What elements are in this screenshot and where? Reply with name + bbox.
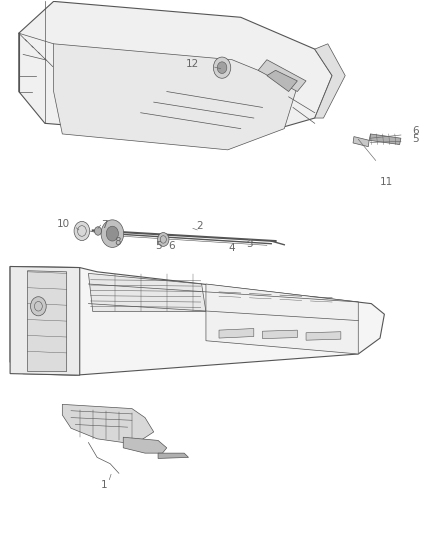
Polygon shape bbox=[88, 273, 206, 312]
Polygon shape bbox=[62, 405, 154, 442]
Circle shape bbox=[213, 57, 231, 78]
Text: 6: 6 bbox=[413, 126, 419, 136]
Polygon shape bbox=[28, 271, 67, 372]
Polygon shape bbox=[158, 453, 188, 458]
Polygon shape bbox=[219, 328, 254, 338]
Circle shape bbox=[106, 226, 118, 241]
Circle shape bbox=[31, 297, 46, 316]
Text: 4: 4 bbox=[229, 243, 235, 253]
Circle shape bbox=[95, 227, 102, 235]
Text: 5: 5 bbox=[413, 134, 419, 144]
Text: 6: 6 bbox=[168, 241, 174, 252]
Circle shape bbox=[101, 220, 124, 247]
Polygon shape bbox=[206, 284, 358, 354]
Text: 11: 11 bbox=[380, 176, 393, 187]
Polygon shape bbox=[10, 266, 385, 375]
Polygon shape bbox=[315, 44, 345, 118]
Text: 12: 12 bbox=[186, 59, 199, 69]
Polygon shape bbox=[53, 44, 297, 150]
Polygon shape bbox=[19, 2, 332, 139]
Text: 5: 5 bbox=[155, 241, 161, 252]
Polygon shape bbox=[10, 266, 80, 375]
Circle shape bbox=[217, 62, 227, 74]
Text: 8: 8 bbox=[115, 237, 121, 247]
Polygon shape bbox=[267, 70, 297, 92]
Polygon shape bbox=[353, 136, 369, 147]
Text: 2: 2 bbox=[196, 221, 203, 231]
Text: 7: 7 bbox=[101, 220, 107, 230]
Polygon shape bbox=[123, 437, 167, 453]
Polygon shape bbox=[369, 134, 401, 144]
Circle shape bbox=[158, 232, 169, 246]
Circle shape bbox=[74, 221, 90, 240]
Polygon shape bbox=[262, 330, 297, 338]
Polygon shape bbox=[306, 332, 341, 340]
Text: 10: 10 bbox=[57, 219, 70, 229]
Text: 3: 3 bbox=[246, 239, 253, 249]
Polygon shape bbox=[258, 60, 306, 92]
Text: 1: 1 bbox=[100, 480, 107, 490]
